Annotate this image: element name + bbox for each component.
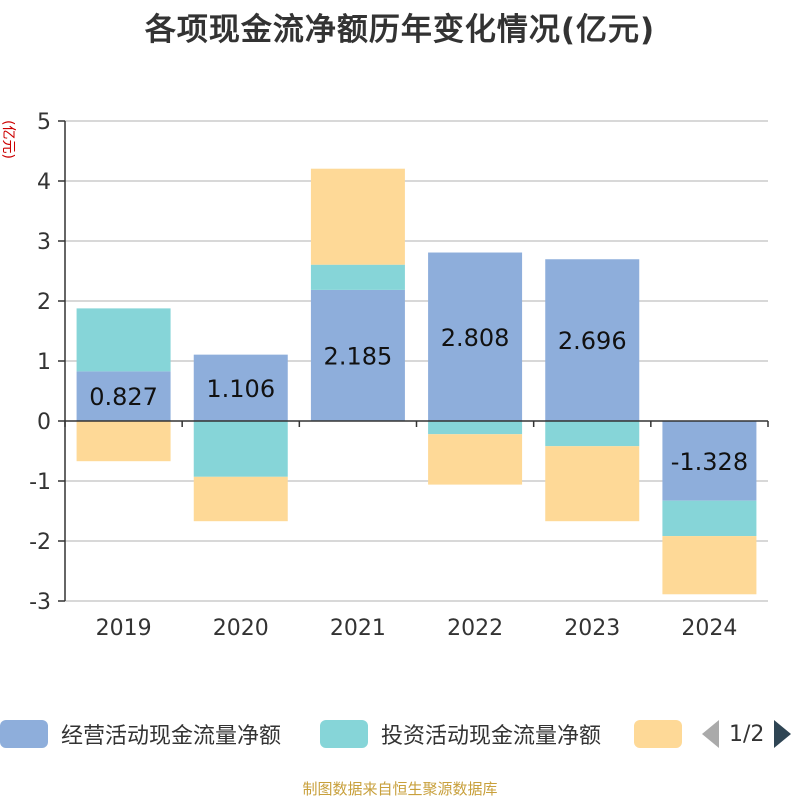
bar-financing-2019 (76, 421, 171, 462)
x-tick-label: 2021 (330, 616, 386, 641)
legend-page-indicator: 1/2 (729, 721, 765, 747)
bar-financing-2020 (193, 476, 288, 522)
legend-item-operating[interactable]: 经营活动现金流量净额 (0, 716, 281, 752)
bar-investing-2024 (662, 500, 757, 537)
gridlines (65, 120, 768, 602)
y-tick-label: -2 (29, 530, 51, 555)
y-tick-label: 0 (37, 410, 51, 435)
bar-operating-2024 (662, 421, 757, 501)
data-label-operating-2022: 2.808 (441, 324, 510, 352)
data-label-operating-2023: 2.696 (558, 327, 627, 355)
bar-investing-2019 (76, 308, 171, 372)
legend-label-operating: 经营活动现金流量净额 (61, 724, 282, 749)
bar-investing-2021 (310, 264, 405, 290)
chart-title: 各项现金流净额历年变化情况(亿元) (144, 12, 656, 48)
bar-investing-2020 (193, 421, 288, 477)
legend-swatch-operating (0, 720, 48, 748)
legend-label-investing: 投资活动现金流量净额 (381, 724, 602, 749)
bar-operating-2019 (76, 371, 171, 421)
bar-investing-2023 (545, 421, 640, 447)
y-tick-label: -3 (29, 590, 51, 615)
y-tick-label: -1 (29, 470, 51, 495)
data-label-operating-2024: -1.328 (671, 448, 748, 476)
legend-swatch-investing (320, 720, 368, 748)
legend-item-financing[interactable] (634, 716, 695, 752)
bar-financing-2023 (545, 446, 640, 522)
stacked-bar-chart: -3 -2 -1 0 1 2 3 4 5 2019 2020 2021 2022 2023 2024 0.8… (0, 110, 769, 641)
bar-operating-2021 (310, 289, 405, 421)
y-axis-unit-label: (亿元) (0, 120, 16, 159)
y-tick-label: 3 (37, 230, 51, 255)
data-label-operating-2019: 0.827 (89, 383, 158, 411)
x-tick-label: 2023 (564, 616, 620, 641)
bars (76, 168, 757, 595)
y-tick-label: 5 (37, 110, 51, 135)
axes: -3 -2 -1 0 1 2 3 4 5 2019 2020 2021 2022 2023 2024 (29, 110, 769, 641)
y-tick-label: 2 (37, 290, 51, 315)
bar-operating-2020 (193, 354, 288, 421)
bar-financing-2022 (428, 434, 523, 485)
bar-financing-2021 (310, 168, 405, 265)
bar-operating-2022 (428, 252, 523, 421)
legend-next-page-icon[interactable] (774, 720, 792, 748)
legend-swatch-financing (634, 720, 682, 748)
bar-investing-2022 (428, 421, 523, 435)
y-tick-label: 4 (37, 170, 51, 195)
legend-prev-page-icon[interactable] (702, 720, 719, 748)
legend-pager: 1/2 (702, 716, 792, 752)
legend-item-investing[interactable]: 投资活动现金流量净额 (320, 716, 601, 752)
legend: 经营活动现金流量净额 投资活动现金流量净额 1/2 (0, 716, 800, 752)
data-source-note: 制图数据来自恒生聚源数据库 (302, 780, 498, 798)
data-label-operating-2021: 2.185 (324, 342, 393, 370)
data-labels: 0.827 1.106 2.185 2.808 2.696 -1.328 (89, 324, 748, 476)
data-label-operating-2020: 1.106 (206, 375, 275, 403)
x-tick-label: 2022 (447, 616, 503, 641)
bar-operating-2023 (545, 259, 640, 421)
bar-financing-2024 (662, 536, 757, 595)
x-tick-label: 2020 (213, 616, 269, 641)
x-tick-label: 2024 (681, 616, 737, 641)
x-tick-label: 2019 (96, 616, 152, 641)
y-tick-label: 1 (37, 350, 51, 375)
